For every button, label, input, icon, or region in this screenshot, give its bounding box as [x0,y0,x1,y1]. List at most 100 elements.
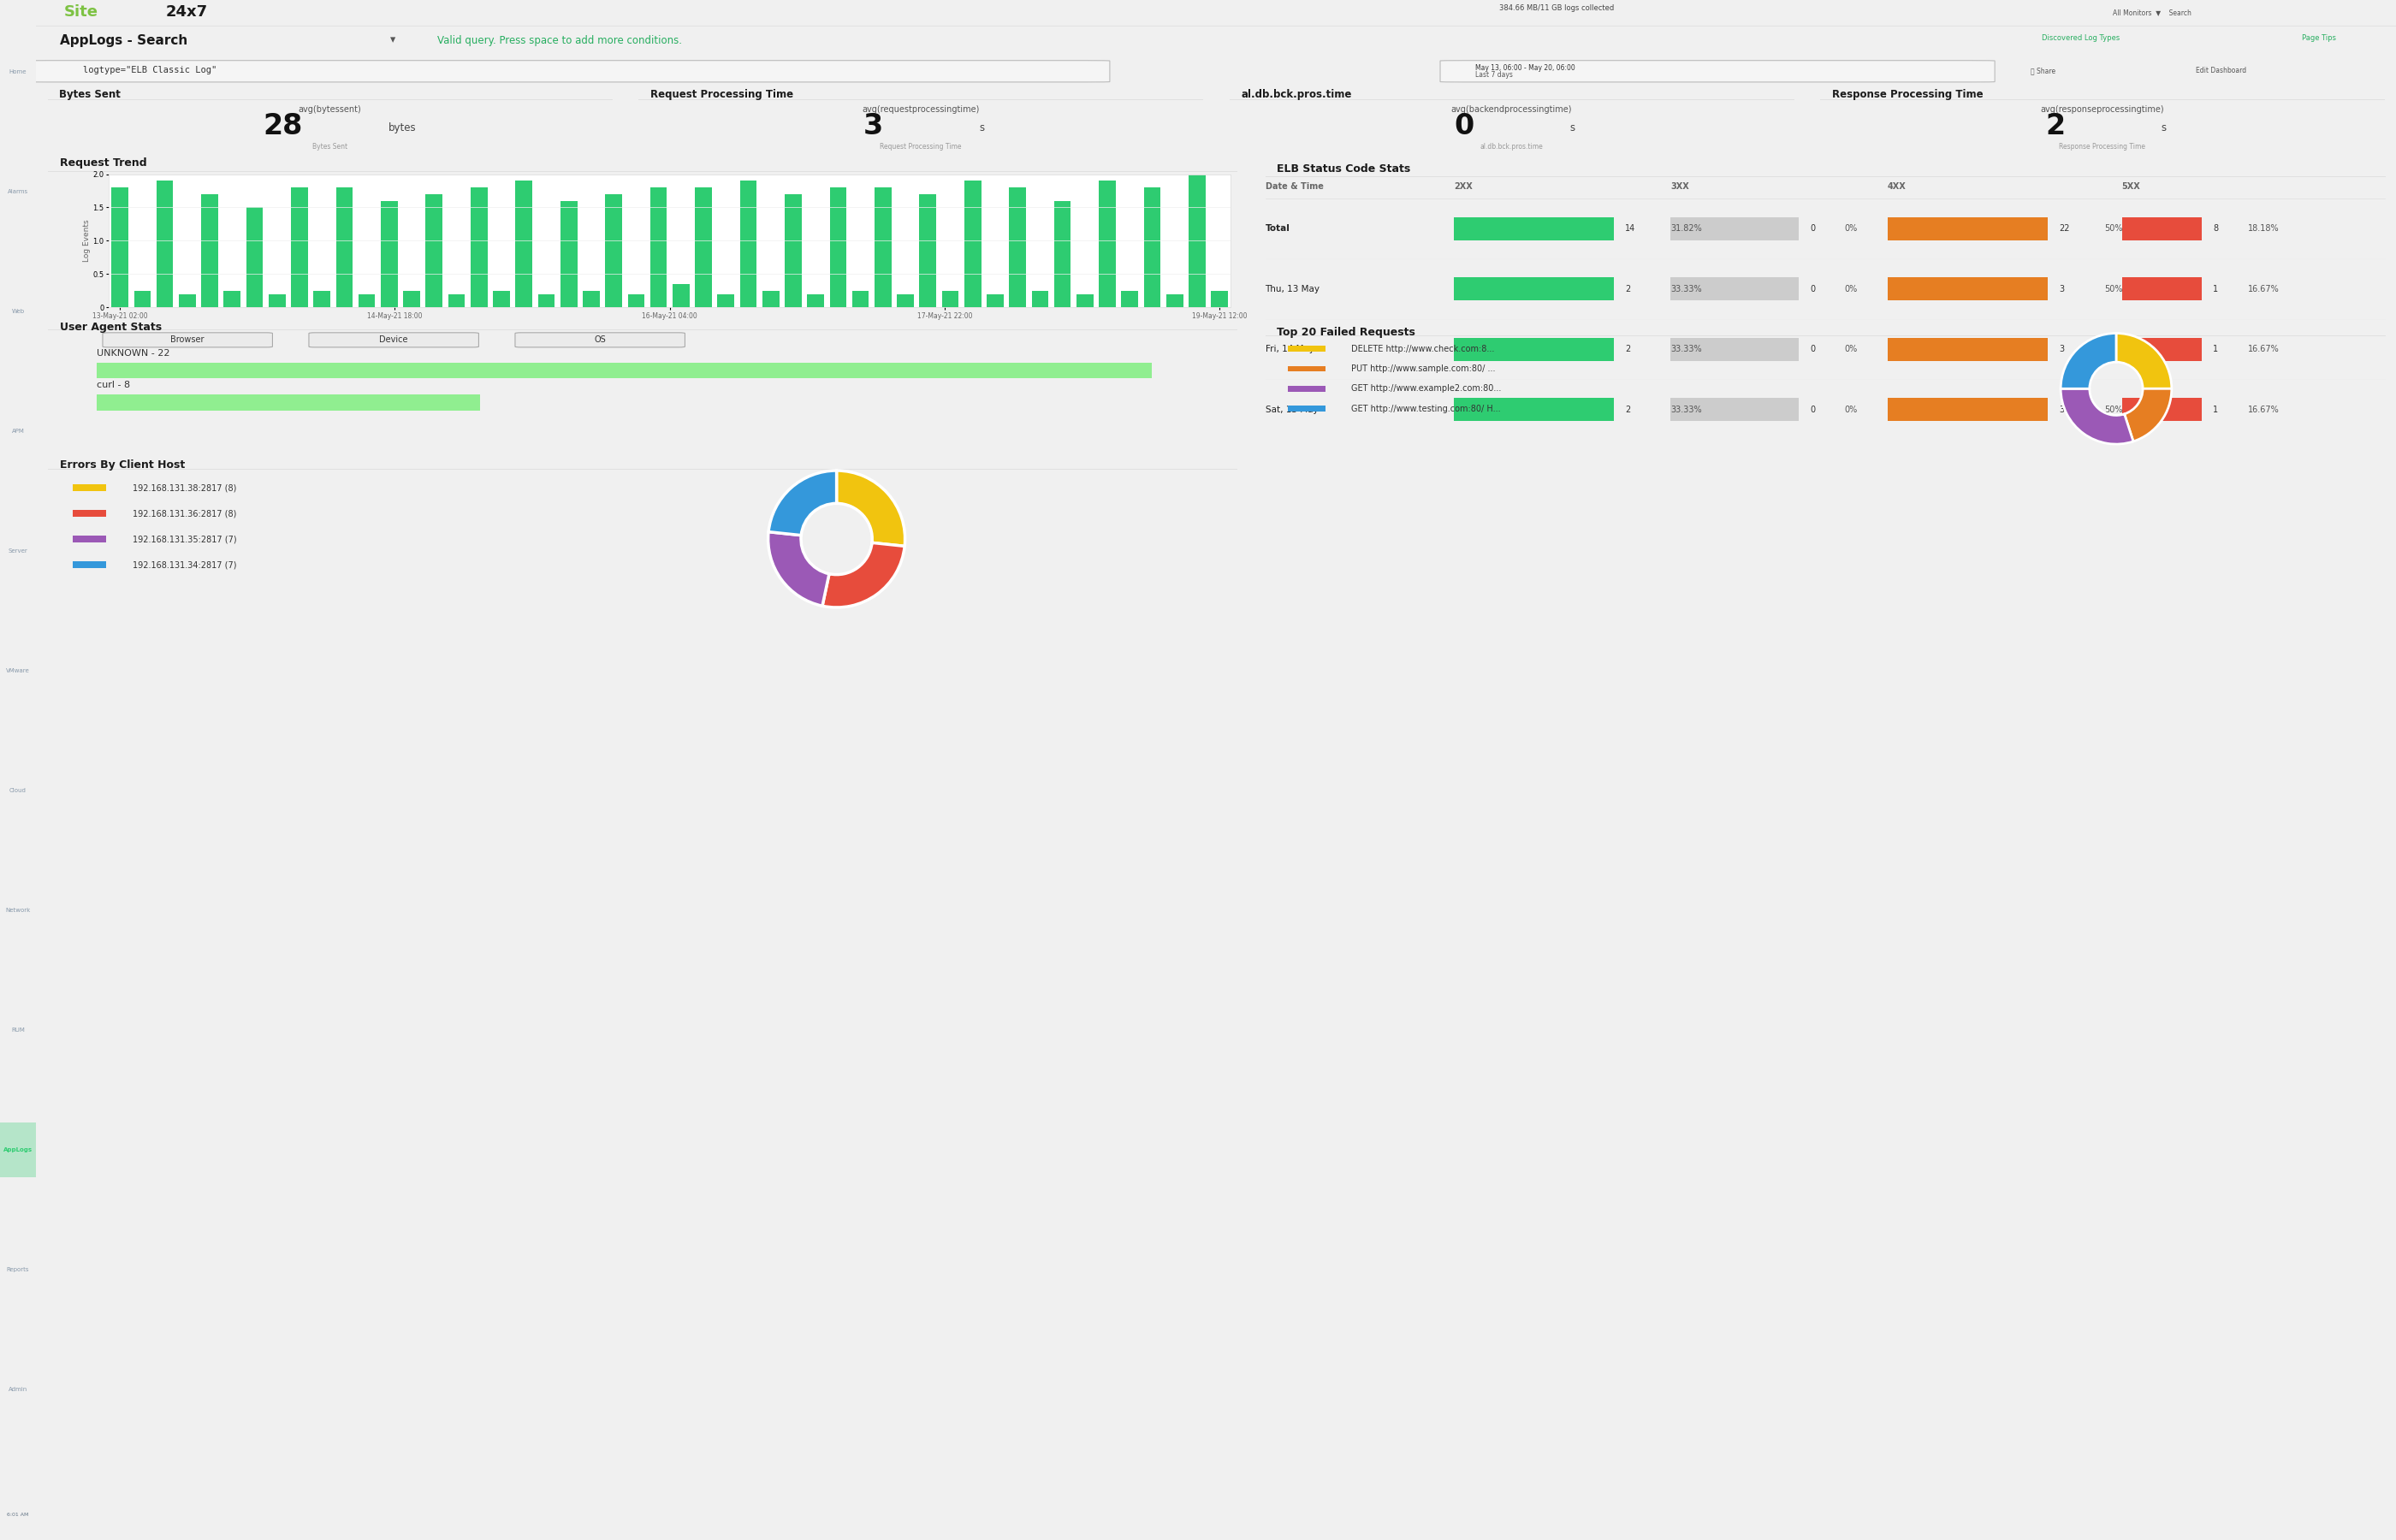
Wedge shape [769,531,829,605]
Text: Sat, 15 May: Sat, 15 May [1265,405,1318,414]
Text: bytes: bytes [388,122,417,134]
Text: Web: Web [12,310,24,314]
Text: 384.66 MB/11 GB logs collected: 384.66 MB/11 GB logs collected [1500,3,1615,11]
Text: 50%: 50% [2104,345,2123,354]
Text: Thu, 13 May: Thu, 13 May [1265,285,1320,293]
Text: ▾: ▾ [391,35,395,46]
Bar [448,294,465,308]
Text: GET http://www.example2.com:80...: GET http://www.example2.com:80... [1351,385,1500,393]
Text: avg(backendprocessingtime): avg(backendprocessingtime) [1452,105,1572,114]
Text: s: s [1569,122,1577,134]
Text: 14: 14 [1624,225,1636,233]
Text: Bytes Sent: Bytes Sent [311,143,347,151]
Text: 1: 1 [2214,285,2219,293]
Text: 0: 0 [1809,285,1816,293]
Text: Page Tips: Page Tips [2303,34,2336,42]
Bar [156,180,173,308]
Bar [494,291,510,308]
Bar [1033,291,1049,308]
Bar [987,294,1004,308]
Bar [829,188,846,308]
Bar [470,188,486,308]
Text: AppLogs: AppLogs [2,1147,34,1152]
Bar [1121,291,1138,308]
Wedge shape [2125,388,2171,442]
Text: DELETE http://www.check.com:8...: DELETE http://www.check.com:8... [1351,345,1495,353]
Bar [762,291,779,308]
Text: Errors By Client Host: Errors By Client Host [60,459,184,471]
Bar [942,291,958,308]
Bar [96,362,1152,379]
Text: Site: Site [65,5,98,20]
Text: Discovered Log Types: Discovered Log Types [2041,34,2120,42]
Text: OS: OS [594,336,606,345]
Bar [1289,346,1325,351]
Bar [920,194,937,308]
Text: curl - 8: curl - 8 [96,380,129,390]
Bar [1289,405,1325,411]
Text: User Agent Stats: User Agent Stats [60,322,163,333]
Text: s: s [2161,122,2166,134]
Bar [2123,399,2202,420]
Bar [1454,399,1613,420]
FancyBboxPatch shape [103,333,273,346]
Bar [695,188,712,308]
Bar [290,188,309,308]
Wedge shape [2061,333,2116,388]
Text: Fri, 14 May: Fri, 14 May [1265,345,1313,354]
Bar [561,200,577,308]
Text: Server: Server [7,548,29,553]
Text: UNKNOWN - 22: UNKNOWN - 22 [96,348,170,357]
Text: 2XX: 2XX [1454,182,1471,191]
Text: Alarms: Alarms [7,189,29,194]
Text: 31.82%: 31.82% [1670,225,1701,233]
Bar [1188,174,1205,308]
Text: PUT http://www.sample.com:80/ ...: PUT http://www.sample.com:80/ ... [1351,365,1495,373]
Bar [1076,294,1093,308]
Bar [582,291,599,308]
Bar [335,188,352,308]
Wedge shape [836,471,906,547]
Text: Browser: Browser [170,336,204,345]
Bar [1212,291,1229,308]
Bar [2123,217,2202,240]
FancyBboxPatch shape [309,333,479,346]
Text: APM: APM [12,428,24,434]
Bar [1670,399,1799,420]
Text: ＜ Share: ＜ Share [2029,66,2056,74]
Bar [1888,399,2049,420]
Text: 2: 2 [2046,112,2065,140]
Text: logtype="ELB Classic Log": logtype="ELB Classic Log" [84,66,218,75]
Bar [740,180,757,308]
Text: 50%: 50% [2104,405,2123,414]
Bar [359,294,376,308]
Bar [1670,277,1799,300]
Text: Device: Device [379,336,407,345]
Wedge shape [2061,388,2132,444]
Bar [716,294,733,308]
Text: 8: 8 [2214,225,2219,233]
Bar [963,180,980,308]
Text: 16.67%: 16.67% [2247,345,2279,354]
Text: 6:01 AM: 6:01 AM [7,1512,29,1517]
Bar [606,194,623,308]
Text: 4XX: 4XX [1888,182,1907,191]
Text: 22: 22 [2058,225,2070,233]
Bar [134,291,151,308]
Text: Response Processing Time: Response Processing Time [2058,143,2144,151]
Bar [1100,180,1117,308]
Text: Request Processing Time: Request Processing Time [879,143,961,151]
Text: 28: 28 [264,112,302,140]
Bar [896,294,913,308]
Text: 0: 0 [1809,225,1816,233]
Text: 0%: 0% [1845,225,1857,233]
Text: AppLogs - Search: AppLogs - Search [60,34,187,46]
Bar [1054,200,1071,308]
FancyBboxPatch shape [1440,60,1996,82]
Bar [0,1123,36,1178]
Wedge shape [822,542,906,607]
Text: Request Trend: Request Trend [60,157,146,168]
Bar [1289,385,1325,391]
Bar [1289,367,1325,371]
Bar [1888,277,2049,300]
